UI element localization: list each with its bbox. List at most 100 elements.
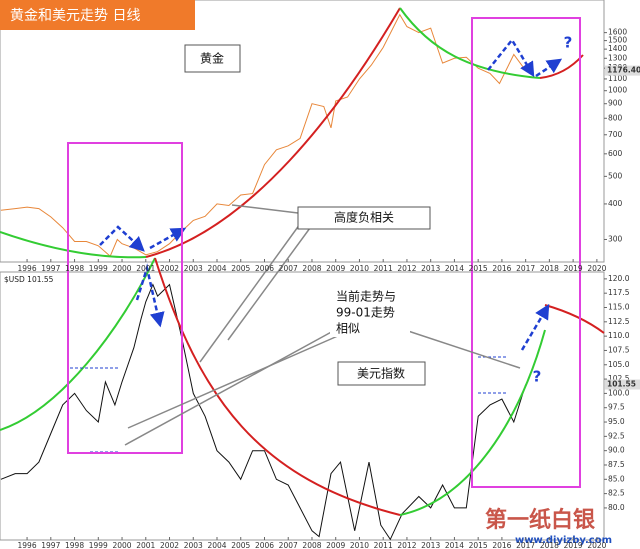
y-tick-label: 82.5: [608, 489, 625, 498]
x-tick-label: 2018: [540, 541, 559, 549]
x-tick-label: 2016: [492, 541, 511, 549]
y-tick-label: 107.5: [608, 345, 630, 354]
x-tick-label: 2017: [516, 541, 535, 549]
connectors: [124, 204, 521, 446]
y-tick-label: 115.0: [608, 303, 630, 312]
x-tick-label: 2005: [231, 264, 250, 273]
price-line: [0, 283, 527, 541]
x-tick-label: 1996: [18, 541, 37, 549]
label-box: [337, 361, 426, 386]
x-tick-label: 2006: [255, 264, 274, 273]
x-tick-label: 1998: [65, 264, 84, 273]
x-tick-label: 2002: [160, 541, 179, 549]
x-tick-label: 2020: [587, 264, 606, 273]
label-box: [330, 287, 410, 337]
x-tick-label: 2013: [421, 264, 440, 273]
y-tick-label: 97.5: [608, 403, 625, 412]
x-tick-label: 1999: [89, 541, 108, 549]
x-tick-label: 2010: [350, 541, 369, 549]
y-tick-label: 85.0: [608, 474, 625, 483]
watermark: 第一纸白银: [485, 507, 596, 533]
y-tick-label: 1600: [608, 28, 627, 37]
x-tick-label: 2010: [350, 264, 369, 273]
x-tick-label: 2008: [302, 264, 321, 273]
x-tick-label: 2014: [445, 541, 464, 549]
price-line: [0, 13, 527, 258]
x-tick-label: 2002: [160, 264, 179, 273]
chart-title: 黄金和美元走势 日线: [10, 7, 140, 24]
x-tick-label: 2019: [564, 541, 583, 549]
x-tick-label: 2007: [279, 264, 298, 273]
annotation: 高度负相关: [334, 210, 394, 225]
x-tick-label: 2003: [184, 541, 203, 549]
x-tick-label: 2000: [112, 541, 131, 549]
y-tick-label: 600: [608, 149, 623, 158]
y-tick-label: 800: [608, 113, 623, 122]
y-tick-label: 500: [608, 171, 623, 180]
y-tick-label: 1100: [608, 74, 627, 83]
y-tick-label: 400: [608, 199, 623, 208]
x-tick-label: 2016: [492, 264, 511, 273]
question-mark: ?: [533, 368, 542, 386]
x-tick-label: 2013: [421, 541, 440, 549]
y-tick-label: 105.0: [608, 360, 630, 369]
last-value-box: [605, 379, 640, 390]
x-tick-label: 2017: [516, 264, 535, 273]
y-tick-label: 112.5: [608, 317, 630, 326]
usd-label: 美元指数: [357, 366, 405, 381]
question-mark: ?: [564, 34, 573, 52]
x-tick-label: 1997: [41, 264, 60, 273]
last-value-box: [605, 65, 640, 76]
watermark-url: www.diyizby.com: [515, 535, 612, 546]
highlight-boxes: [67, 17, 581, 488]
x-tick-label: 1999: [89, 264, 108, 273]
x-tick-label: 2020: [587, 541, 606, 549]
y-tick-label: 1000: [608, 86, 627, 95]
y-tick-label: 110.0: [608, 331, 630, 340]
y-tick-label: 100.0: [608, 388, 630, 397]
x-tick-label: 1998: [65, 541, 84, 549]
y-tick-label: 117.5: [608, 288, 630, 297]
y-tick-label: 92.5: [608, 431, 625, 440]
x-tick-label: 2019: [564, 264, 583, 273]
x-tick-label: 2014: [445, 264, 464, 273]
y-tick-label: 1500: [608, 36, 627, 45]
x-tick-label: 1996: [18, 264, 37, 273]
x-tick-label: 2006: [255, 541, 274, 549]
x-tick-label: 2008: [302, 541, 321, 549]
x-tick-label: 2015: [469, 541, 488, 549]
last-value-label: 1176.40: [607, 66, 640, 75]
y-tick-label: 80.0: [608, 503, 625, 512]
arrows: [99, 37, 563, 351]
annotation: 99-01走势: [336, 306, 395, 320]
gold-data: [0, 13, 527, 258]
y-tick-label: 102.5: [608, 374, 630, 383]
x-tick-label: 2009: [326, 264, 345, 273]
gold-label: 黄金: [200, 51, 224, 66]
label-box: [184, 44, 241, 73]
annotation: 相似: [336, 322, 360, 336]
trend-curves: [0, 7, 605, 516]
x-tick-label: 2011: [374, 541, 393, 549]
x-tick-label: 2018: [540, 264, 559, 273]
x-tick-label: 2001: [136, 264, 155, 273]
x-tick-label: 2000: [112, 264, 131, 273]
x-tick-label: 2001: [136, 541, 155, 549]
y-tick-label: 1300: [608, 53, 627, 62]
x-tick-label: 1997: [41, 541, 60, 549]
y-tick-label: 90.0: [608, 446, 625, 455]
y-tick-label: 120.0: [608, 274, 630, 283]
range-lines: [70, 356, 508, 453]
y-tick-label: 1400: [608, 44, 627, 53]
x-tick-label: 2007: [279, 541, 298, 549]
y-tick-label: 900: [608, 99, 623, 108]
x-tick-label: 2005: [231, 541, 250, 549]
last-value-label: 101.55: [607, 380, 636, 389]
x-tick-label: 2012: [397, 541, 416, 549]
usd-data: [0, 283, 527, 541]
x-tick-label: 2012: [397, 264, 416, 273]
title-box: [0, 0, 195, 30]
usd-panel: [0, 271, 605, 541]
legend: $USD 101.55: [4, 275, 54, 284]
